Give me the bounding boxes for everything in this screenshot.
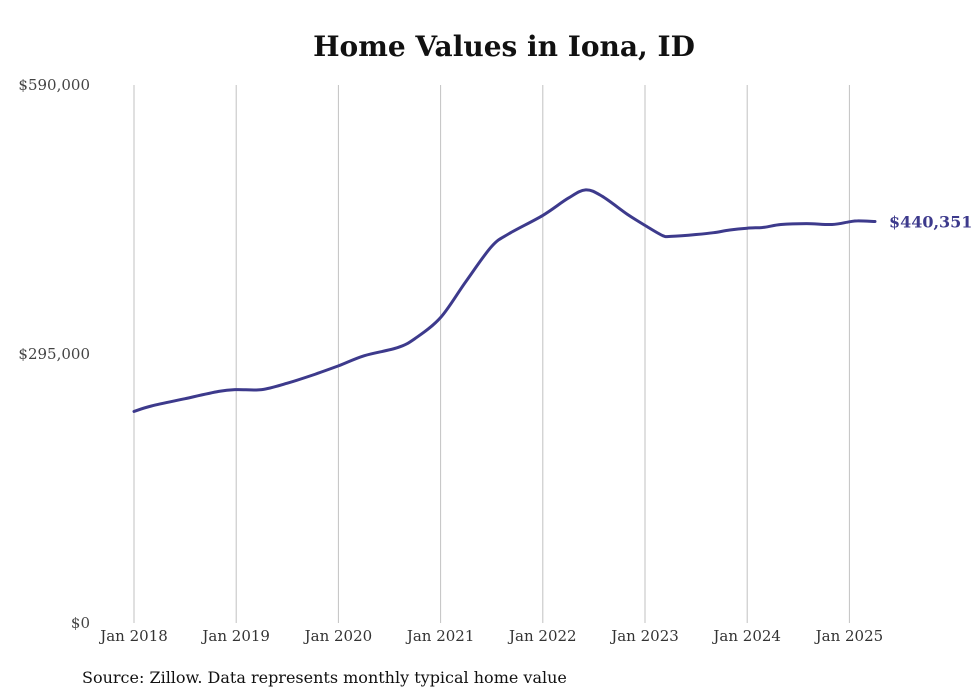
series-line: [132, 188, 877, 413]
source-note: Source: Zillow. Data represents monthly …: [82, 668, 567, 687]
y-tick-label: $295,000: [18, 345, 90, 363]
gridlines: [133, 85, 850, 623]
x-tick-label: Jan 2020: [303, 627, 373, 645]
y-tick-label: $590,000: [18, 76, 90, 94]
x-tick-label: Jan 2022: [507, 627, 577, 645]
chart-title: Home Values in Iona, ID: [313, 30, 695, 63]
x-tick-label: Jan 2019: [200, 627, 270, 645]
y-tick-label: $0: [71, 614, 90, 632]
end-value-label: $440,351: [889, 212, 973, 231]
x-tick-label: Jan 2021: [405, 627, 475, 645]
x-axis-ticks: Jan 2018 Jan 2019 Jan 2020 Jan 2021 Jan 2022…: [98, 627, 883, 645]
x-tick-label: Jan 2023: [609, 627, 679, 645]
y-axis-ticks: $590,000 $295,000 $0: [18, 76, 90, 632]
x-tick-label: Jan 2025: [814, 627, 884, 645]
x-tick-label: Jan 2018: [98, 627, 168, 645]
series-layer: $440,351: [132, 188, 973, 413]
x-tick-label: Jan 2024: [711, 627, 781, 645]
